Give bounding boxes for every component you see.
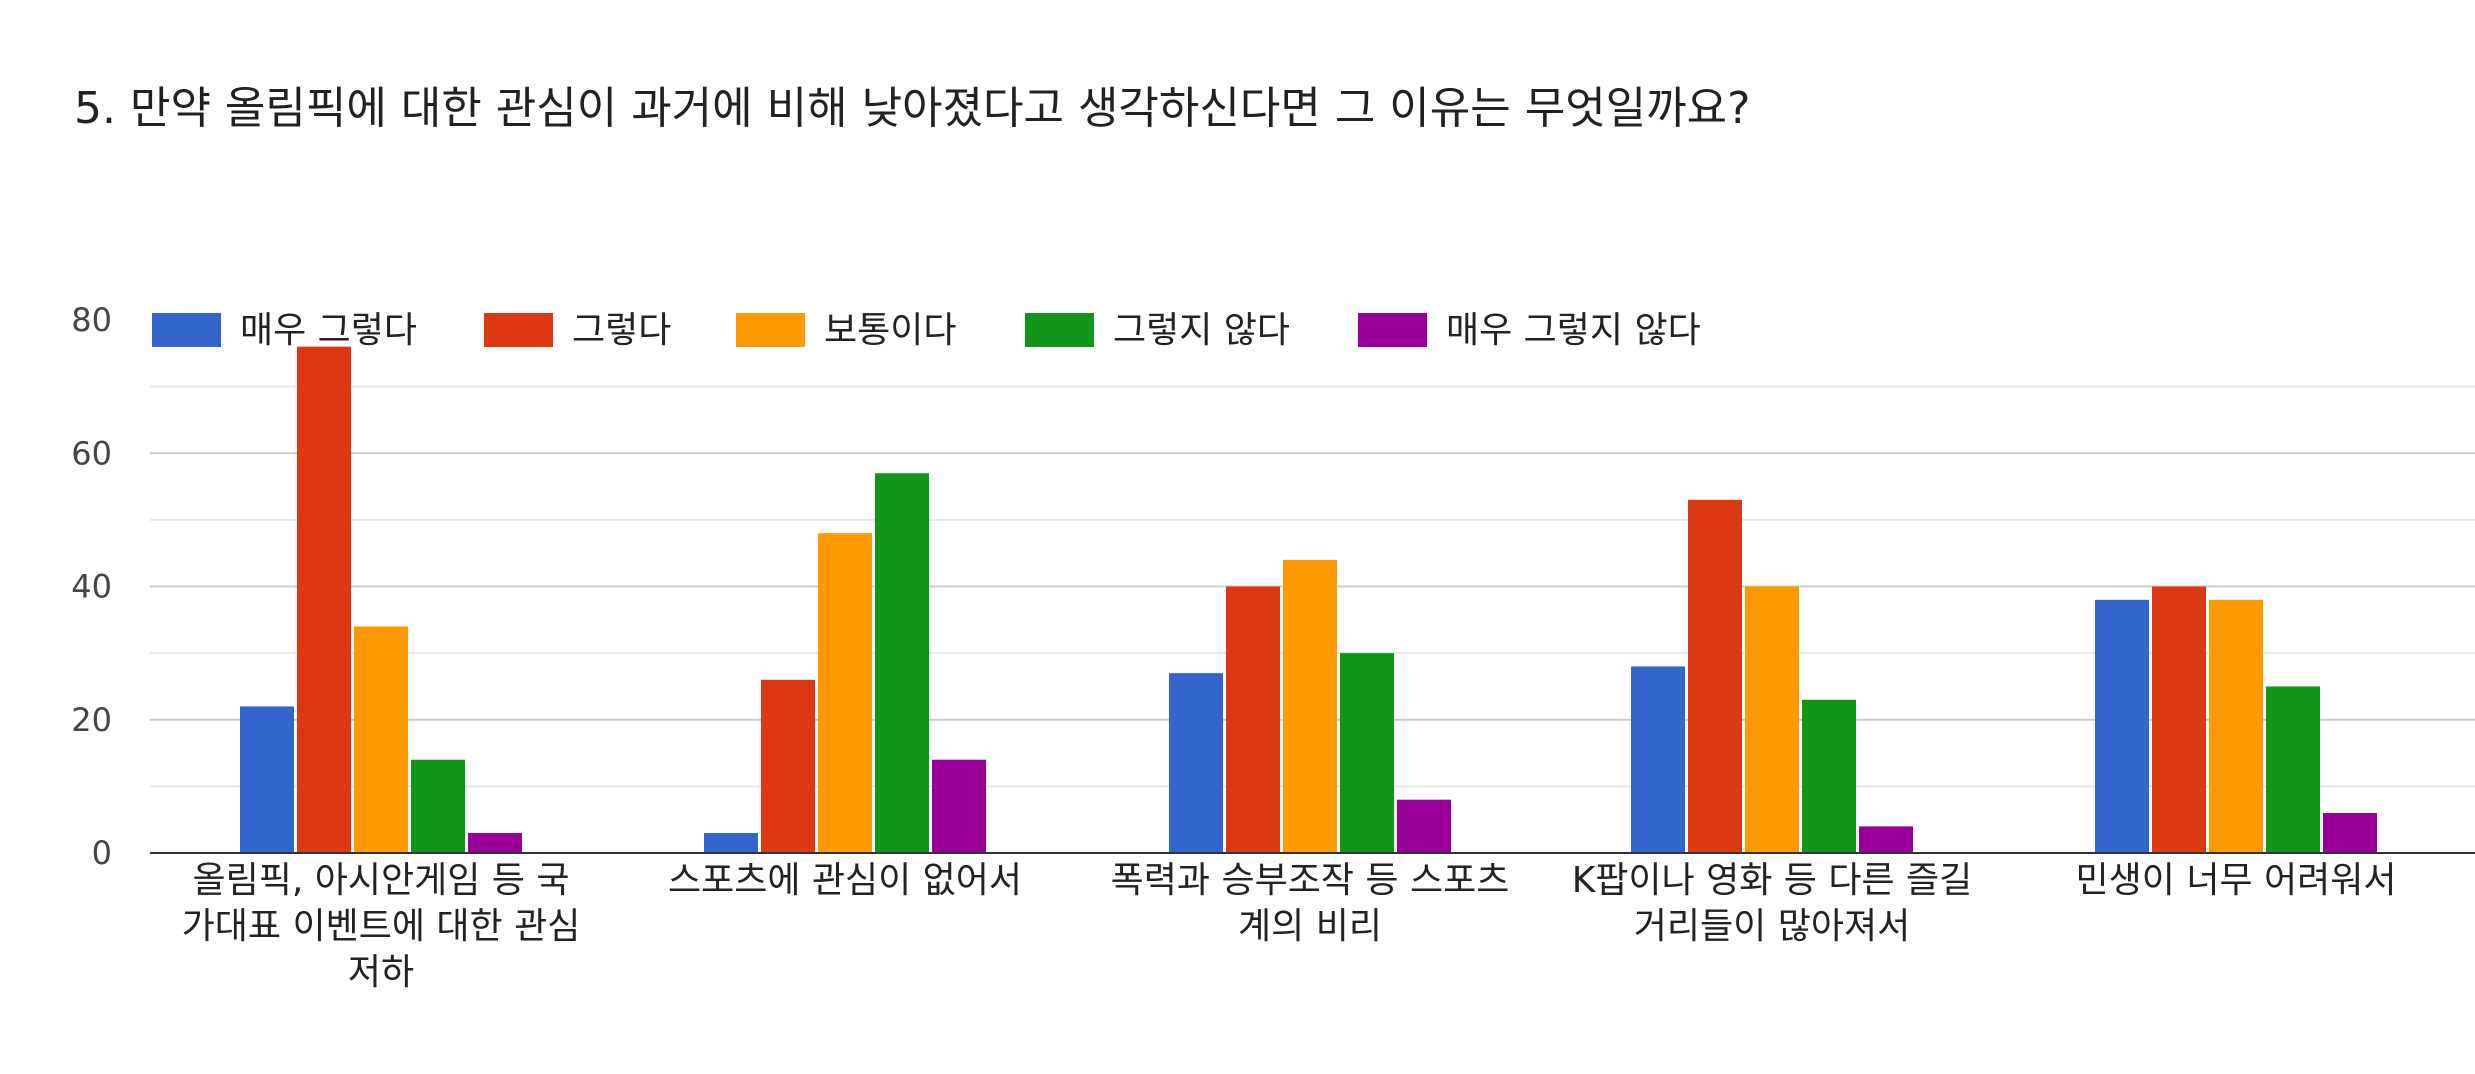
bar-2-3 bbox=[1226, 586, 1280, 853]
legend: 매우 그렇다 그렇다 보통이다 그렇지 않다 매우 그렇지 않다 bbox=[152, 310, 1701, 351]
y-tick-label: 20 bbox=[71, 701, 112, 739]
bar-1-5 bbox=[2095, 599, 2149, 853]
y-tick-label: 80 bbox=[71, 301, 112, 339]
legend-label: 매우 그렇다 bbox=[240, 310, 417, 351]
chart-title: 5. 만약 올림픽에 대한 관심이 과거에 비해 낮아졌다고 생각하신다면 그 … bbox=[74, 83, 1751, 134]
bar-2-1 bbox=[297, 346, 351, 853]
y-axis-ticks: 0 20 40 60 80 bbox=[71, 301, 112, 872]
legend-label: 그렇다 bbox=[572, 310, 671, 351]
legend-label: 그렇지 않다 bbox=[1113, 310, 1290, 351]
bar-3-5 bbox=[2209, 599, 2263, 853]
legend-swatch bbox=[1358, 313, 1427, 347]
x-category-label: 민생이 너무 어려워서 bbox=[2076, 860, 2397, 901]
legend-swatch bbox=[484, 313, 553, 347]
bar-4-5 bbox=[2266, 686, 2320, 853]
bar-3-3 bbox=[1283, 559, 1337, 853]
x-category-label: 올림픽, 아시안게임 등 국 가대표 이벤트에 대한 관심 저하 bbox=[182, 860, 581, 993]
bar-4-2 bbox=[875, 473, 929, 853]
legend-label: 보통이다 bbox=[824, 310, 956, 351]
legend-swatch bbox=[152, 313, 221, 347]
bar-4-4 bbox=[1802, 699, 1856, 853]
y-tick-label: 60 bbox=[71, 434, 112, 472]
bar-5-2 bbox=[932, 759, 986, 853]
y-tick-label: 40 bbox=[71, 568, 112, 606]
legend-item: 그렇다 bbox=[484, 310, 671, 351]
bar-5-3 bbox=[1397, 799, 1451, 853]
x-axis-labels: 올림픽, 아시안게임 등 국 가대표 이벤트에 대한 관심 저하 스포츠에 관심이 없… bbox=[182, 860, 2397, 993]
bar-2-5 bbox=[2152, 586, 2206, 853]
y-tick-label: 0 bbox=[92, 834, 112, 872]
bar-3-4 bbox=[1745, 586, 1799, 853]
bar-4-3 bbox=[1340, 653, 1394, 853]
legend-swatch bbox=[1025, 313, 1094, 347]
bar-5-5 bbox=[2323, 813, 2377, 853]
legend-swatch bbox=[736, 313, 805, 347]
bar-1-1 bbox=[240, 706, 294, 853]
legend-label: 매우 그렇지 않다 bbox=[1446, 310, 1701, 351]
bar-3-1 bbox=[354, 626, 408, 853]
legend-item: 매우 그렇다 bbox=[152, 310, 417, 351]
bars bbox=[150, 346, 2475, 854]
legend-item: 보통이다 bbox=[736, 310, 956, 351]
x-category-label: K팝이나 영화 등 다른 즐길 거리들이 많아져서 bbox=[1572, 860, 1973, 947]
legend-item: 매우 그렇지 않다 bbox=[1358, 310, 1701, 351]
bar-2-2 bbox=[761, 679, 815, 853]
bar-1-3 bbox=[1169, 673, 1223, 853]
legend-item: 그렇지 않다 bbox=[1025, 310, 1290, 351]
x-category-label: 스포츠에 관심이 없어서 bbox=[668, 860, 1022, 901]
bar-1-4 bbox=[1631, 666, 1685, 853]
bar-2-4 bbox=[1688, 499, 1742, 853]
bar-4-1 bbox=[411, 759, 465, 853]
bar-5-4 bbox=[1859, 826, 1913, 853]
bar-5-1 bbox=[468, 833, 522, 853]
x-category-label: 폭력과 승부조작 등 스포츠 계의 비리 bbox=[1111, 860, 1510, 947]
bar-3-2 bbox=[818, 533, 872, 853]
bar-1-2 bbox=[704, 833, 758, 853]
